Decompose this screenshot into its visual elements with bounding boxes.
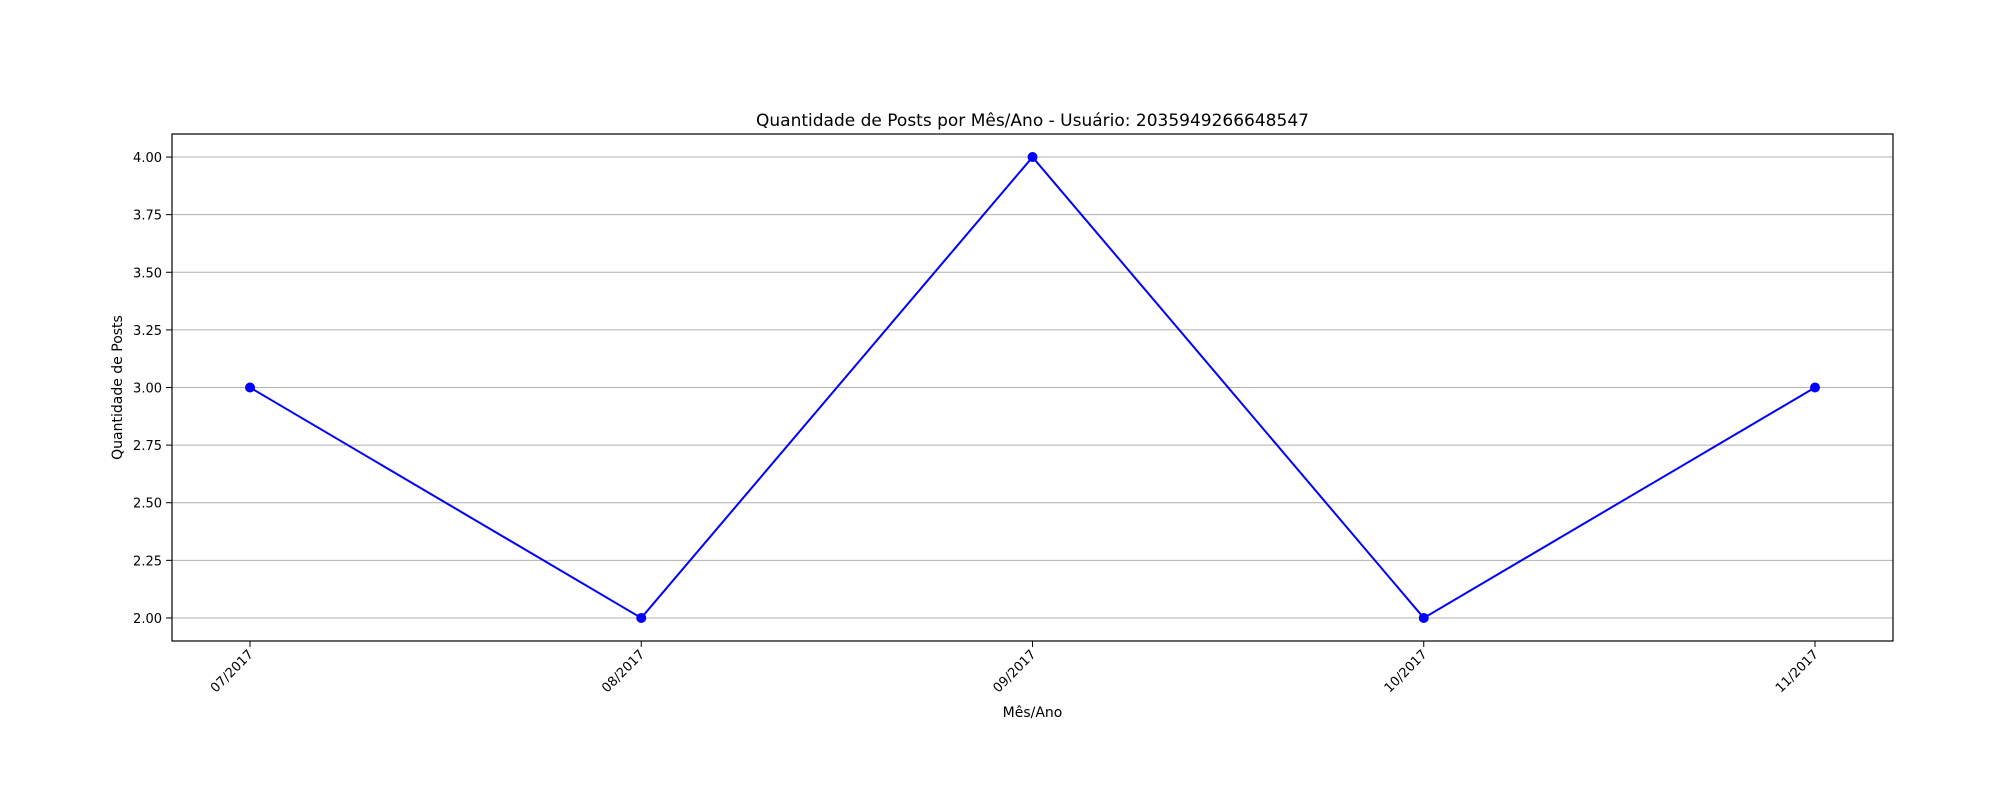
data-point xyxy=(636,612,647,623)
chart-title: Quantidade de Posts por Mês/Ano - Usuári… xyxy=(756,111,1309,131)
y-tick-label: 3.25 xyxy=(133,324,162,339)
y-axis-ticks: 2.00 2.25 2.50 2.75 3.00 3.25 3.50 3.75 4.00 xyxy=(133,151,172,627)
y-tick-label: 4.00 xyxy=(133,151,162,166)
x-tick-label: 11/2017 xyxy=(1773,647,1822,696)
y-tick-label: 3.00 xyxy=(133,382,162,397)
plot-frame xyxy=(171,133,1894,642)
y-tick-label: 3.75 xyxy=(133,209,162,224)
x-axis-ticks: 07/2017 08/2017 09/2017 10/2017 11/2017 xyxy=(208,641,1822,696)
data-point xyxy=(1810,382,1820,393)
x-axis-label: Mês/Ano xyxy=(1003,705,1063,721)
y-tick-label: 2.25 xyxy=(133,554,162,569)
y-tick-label: 2.50 xyxy=(133,497,162,512)
data-series xyxy=(245,152,1820,623)
data-point xyxy=(1027,152,1038,163)
x-tick-label: 08/2017 xyxy=(599,647,648,696)
x-tick-label: 07/2017 xyxy=(208,647,257,696)
x-tick-label: 09/2017 xyxy=(991,647,1040,696)
y-tick-label: 2.75 xyxy=(133,439,162,454)
data-point xyxy=(1418,612,1429,623)
y-tick-label: 3.50 xyxy=(133,266,162,281)
y-tick-label: 2.00 xyxy=(133,612,162,627)
x-tick-label: 10/2017 xyxy=(1382,647,1431,696)
grid-lines xyxy=(172,156,1893,619)
y-axis-label: Quantidade de Posts xyxy=(110,315,126,460)
data-point xyxy=(245,382,255,393)
